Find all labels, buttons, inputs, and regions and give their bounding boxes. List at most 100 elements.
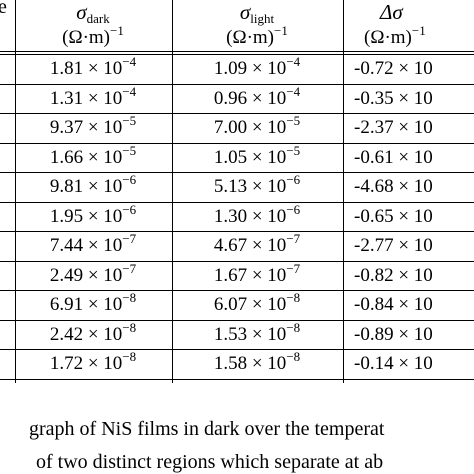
header-unit: (Ω·m)−1 bbox=[8, 24, 178, 49]
mantissa: -0.61 × 10 bbox=[354, 146, 433, 168]
row-rule bbox=[0, 142, 474, 144]
mantissa: 0.96 × 10 bbox=[213, 87, 287, 109]
cell: -0.84 × 10 bbox=[354, 294, 433, 316]
exponent: −5 bbox=[286, 142, 301, 158]
cell: 6.07 × 10−8 bbox=[172, 291, 342, 316]
exponent: −6 bbox=[286, 201, 301, 217]
cell: 1.72 × 10−8 bbox=[8, 350, 178, 375]
mantissa: 4.67 × 10 bbox=[213, 235, 287, 256]
caption-line: graph of NiS films in dark over the temp… bbox=[29, 418, 385, 440]
cell: 1.95 × 10−6 bbox=[8, 203, 178, 228]
header-unit: (Ω·m)−1 bbox=[172, 24, 342, 49]
row-rule bbox=[0, 349, 474, 351]
exponent: −8 bbox=[286, 290, 301, 305]
unit-exponent: −1 bbox=[274, 23, 288, 38]
exponent: −7 bbox=[286, 260, 301, 276]
mantissa: 9.37 × 10 bbox=[49, 117, 123, 138]
cell: 1.09 × 10−4 bbox=[172, 55, 342, 80]
subscript: light bbox=[250, 11, 275, 26]
mantissa: -2.37 × 10 bbox=[354, 117, 433, 138]
row-rule bbox=[0, 113, 474, 115]
exponent: −4 bbox=[286, 54, 301, 69]
subscript: dark bbox=[86, 11, 110, 26]
cell: 7.00 × 10−5 bbox=[172, 114, 342, 139]
cell: -2.77 × 10 bbox=[354, 235, 433, 257]
cell: 1.66 × 10−5 bbox=[8, 144, 178, 169]
cell: 9.81 × 10−6 bbox=[8, 173, 178, 198]
cell: -0.72 × 10 bbox=[354, 58, 433, 80]
cell: 1.05 × 10−5 bbox=[172, 144, 342, 169]
mantissa: 1.72 × 10 bbox=[49, 353, 123, 374]
mantissa: 1.53 × 10 bbox=[213, 323, 287, 345]
column-rule bbox=[15, 0, 17, 383]
header-symbol: σdark bbox=[8, 1, 178, 25]
cell: 1.53 × 10−8 bbox=[172, 321, 342, 346]
mantissa: -0.82 × 10 bbox=[354, 264, 433, 286]
cell: 1.30 × 10−6 bbox=[172, 203, 342, 228]
mantissa: 1.58 × 10 bbox=[213, 353, 287, 374]
header-symbol: Δσ bbox=[380, 1, 403, 25]
unit-exponent: −1 bbox=[110, 23, 124, 38]
cell: -0.14 × 10 bbox=[354, 353, 433, 375]
cell: 1.67 × 10−7 bbox=[172, 262, 342, 287]
row-rule bbox=[0, 260, 474, 262]
mantissa: 1.30 × 10 bbox=[213, 205, 287, 227]
header-rule bbox=[0, 54, 474, 56]
cell: 2.42 × 10−8 bbox=[8, 321, 178, 346]
exponent: −8 bbox=[286, 349, 301, 364]
cell: 5.13 × 10−6 bbox=[172, 173, 342, 198]
cell: -0.65 × 10 bbox=[354, 206, 433, 228]
cell: -0.35 × 10 bbox=[354, 88, 433, 110]
exponent: −7 bbox=[286, 231, 301, 246]
unit: (Ω·m) bbox=[364, 27, 412, 48]
exponent: −6 bbox=[286, 172, 301, 187]
header-rule bbox=[0, 51, 474, 53]
cell: 4.67 × 10−7 bbox=[172, 232, 342, 257]
mantissa: 2.42 × 10 bbox=[49, 323, 123, 345]
left-header: e bbox=[0, 0, 7, 18]
exponent: −5 bbox=[286, 113, 301, 128]
row-rule bbox=[0, 83, 474, 85]
cell: 7.44 × 10−7 bbox=[8, 232, 178, 257]
mantissa: 1.95 × 10 bbox=[49, 205, 123, 227]
cell: -0.89 × 10 bbox=[354, 324, 433, 346]
exponent: −7 bbox=[122, 231, 137, 246]
mantissa: -0.72 × 10 bbox=[354, 58, 433, 79]
exponent: −5 bbox=[122, 113, 137, 128]
mantissa: -2.77 × 10 bbox=[354, 235, 433, 256]
mantissa: 7.44 × 10 bbox=[49, 235, 123, 256]
cell: 1.31 × 10−4 bbox=[8, 85, 178, 110]
mantissa: 1.81 × 10 bbox=[49, 58, 123, 79]
caption-line: of two distinct regions which separate a… bbox=[36, 451, 384, 473]
mantissa: -0.84 × 10 bbox=[354, 294, 433, 315]
mantissa: 6.07 × 10 bbox=[213, 294, 287, 315]
mantissa: 1.66 × 10 bbox=[49, 146, 123, 168]
symbol: σ bbox=[76, 0, 87, 24]
mantissa: -0.65 × 10 bbox=[354, 205, 433, 227]
mantissa: 2.49 × 10 bbox=[49, 264, 123, 286]
mantissa: -4.68 × 10 bbox=[354, 176, 433, 197]
row-rule bbox=[0, 231, 474, 233]
row-rule bbox=[0, 172, 474, 174]
exponent: −8 bbox=[122, 290, 137, 305]
cell: 0.96 × 10−4 bbox=[172, 85, 342, 110]
mantissa: 1.31 × 10 bbox=[49, 87, 123, 109]
mantissa: -0.89 × 10 bbox=[354, 323, 433, 345]
row-rule bbox=[0, 290, 474, 292]
exponent: −7 bbox=[122, 260, 137, 276]
mantissa: 5.13 × 10 bbox=[213, 176, 287, 197]
cell: -4.68 × 10 bbox=[354, 176, 433, 198]
unit: (Ω·m) bbox=[62, 27, 111, 48]
mantissa: -0.35 × 10 bbox=[354, 87, 433, 109]
unit-exponent: −1 bbox=[411, 23, 426, 38]
mantissa: 9.81 × 10 bbox=[49, 176, 123, 197]
header-unit: (Ω·m)−1 bbox=[364, 24, 426, 49]
column-rule bbox=[343, 0, 345, 383]
mantissa: -0.14 × 10 bbox=[354, 353, 433, 374]
exponent: −8 bbox=[122, 319, 137, 335]
exponent: −6 bbox=[122, 201, 137, 217]
symbol: σ bbox=[239, 0, 251, 24]
symbol: Δσ bbox=[380, 0, 403, 24]
cell: 2.49 × 10−7 bbox=[8, 262, 178, 287]
column-rule bbox=[172, 0, 174, 383]
